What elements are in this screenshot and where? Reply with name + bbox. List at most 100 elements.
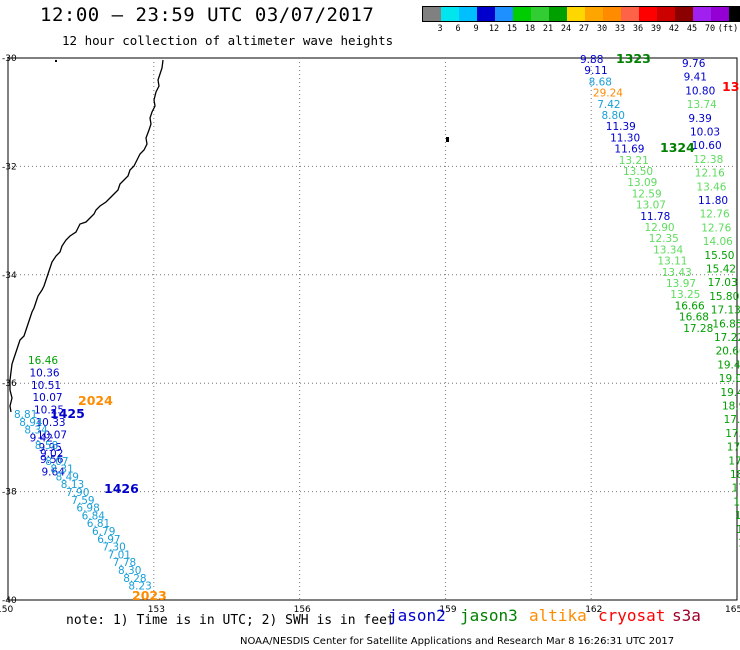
swh-value: 16.85 [712, 318, 740, 330]
swh-value: 13.50 [623, 166, 653, 178]
swh-value: 7.90 [66, 487, 89, 499]
color-scale-label: 21 [542, 24, 554, 34]
color-scale-label: 27 [578, 24, 590, 34]
color-swatch [603, 7, 621, 21]
swh-value: 13.25 [670, 289, 700, 301]
lat-tick-label: -36 [2, 379, 17, 389]
lon-tick-label: 162 [585, 605, 602, 615]
swh-value: 11.39 [606, 121, 636, 133]
footer-credit: NOAA/NESDIS Center for Satellite Applica… [240, 636, 675, 647]
swh-value: 12.76 [701, 222, 731, 234]
swh-value: 19.0 [719, 373, 740, 385]
swh-value: 12.35 [649, 233, 679, 245]
swh-value: 9.02 [40, 448, 63, 460]
swh-value: 12.90 [645, 222, 675, 234]
swh-value: 18.98 [722, 401, 740, 413]
color-scale-label: 36 [632, 24, 644, 34]
swh-value: 7.59 [71, 495, 94, 507]
swh-value: 10.36 [30, 367, 60, 379]
swh-value: 17.13 [711, 305, 740, 317]
lon-tick-label: 156 [294, 605, 311, 615]
lat-tick-label: -34 [2, 271, 17, 281]
swh-value: 15 [735, 510, 740, 522]
swh-value: 11.80 [698, 195, 728, 207]
coastline [9, 59, 164, 413]
swh-value: 13.21 [619, 155, 649, 167]
swh-value: 8.31 [50, 464, 73, 476]
swh-value: 9.11 [584, 65, 607, 77]
swh-value: 10.60 [692, 140, 722, 152]
color-swatch [423, 7, 441, 21]
legend-altika: altika [529, 606, 587, 625]
swh-value: 13.97 [666, 278, 696, 290]
swh-value: 10.25 [34, 405, 64, 417]
swh-value: 7.42 [597, 99, 620, 111]
color-swatch [459, 7, 477, 21]
swh-value: 15.42 [706, 264, 736, 276]
swh-value: 10.07 [37, 429, 67, 441]
track-time-label: 1425 [50, 406, 85, 421]
swh-value: 16.46 [28, 355, 58, 367]
map-frame [7, 57, 738, 601]
color-scale-label: (ft) [717, 24, 739, 34]
lon-tick-label: 159 [439, 605, 456, 615]
swh-value: 7.01 [108, 549, 131, 561]
track-time-label: 1426 [104, 481, 139, 496]
lat-tick-label: -40 [2, 596, 17, 606]
swh-value: 8.49 [56, 471, 79, 483]
swh-value: 14.06 [703, 236, 733, 248]
graticule [8, 58, 737, 600]
color-swatch [477, 7, 495, 21]
swh-value: 10.80 [685, 85, 715, 97]
swh-value: 6.79 [92, 526, 115, 538]
swh-value: 13.46 [696, 181, 726, 193]
color-swatch [549, 7, 567, 21]
swh-value: 18.1 [730, 469, 740, 481]
color-scale-label: 24 [560, 24, 572, 34]
swh-value: 10.33 [36, 417, 66, 429]
color-swatch [585, 7, 603, 21]
color-scale-bar [422, 6, 740, 22]
swh-value: 6.84 [82, 510, 106, 522]
color-swatch [675, 7, 693, 21]
swh-value: 10.07 [33, 392, 63, 404]
swh-value: 8.07 [45, 456, 68, 468]
swh-value: 13.43 [662, 267, 692, 279]
swh-value: 17.0 [733, 496, 740, 508]
swh-value: 13.34 [653, 244, 683, 256]
swh-value: 12.59 [632, 188, 662, 200]
color-swatch [441, 7, 459, 21]
swh-value: 8.80 [602, 110, 625, 122]
swh-value: 9.56 [40, 454, 64, 466]
track-time-label: 2024 [78, 393, 113, 408]
color-swatch [621, 7, 639, 21]
color-scale-label: 9 [473, 24, 479, 34]
swh-value: 10.51 [31, 380, 61, 392]
island-mark [55, 60, 57, 62]
swh-value: 15 [736, 524, 740, 536]
legend-jason2: jason2 [388, 606, 446, 625]
lat-tick-label: -30 [2, 54, 17, 64]
color-swatch [567, 7, 585, 21]
track-time-label: 1324 [660, 140, 695, 155]
swh-value: 9.76 [682, 58, 706, 70]
swh-value: 16.66 [675, 300, 705, 312]
swh-value: 13.74 [687, 99, 717, 111]
swh-value: 8.13 [61, 479, 84, 491]
color-scale-label: 45 [686, 24, 698, 34]
color-swatch [711, 7, 729, 21]
swh-value: 8.58 [35, 440, 58, 452]
swh-value: 12.76 [700, 209, 730, 221]
color-scale-label: 33 [614, 24, 626, 34]
swh-value: 8.81 [14, 409, 37, 421]
lon-tick-label: 150 [0, 605, 13, 615]
swh-value: 9.39 [688, 113, 711, 125]
swh-value: 13.11 [657, 256, 687, 268]
swh-value: 9.42 [30, 432, 53, 444]
swh-value: 8.30 [118, 565, 141, 577]
swh-value: 11.69 [614, 144, 644, 156]
lat-tick-label: -38 [2, 488, 17, 498]
lon-tick-label: 165 [725, 605, 740, 615]
